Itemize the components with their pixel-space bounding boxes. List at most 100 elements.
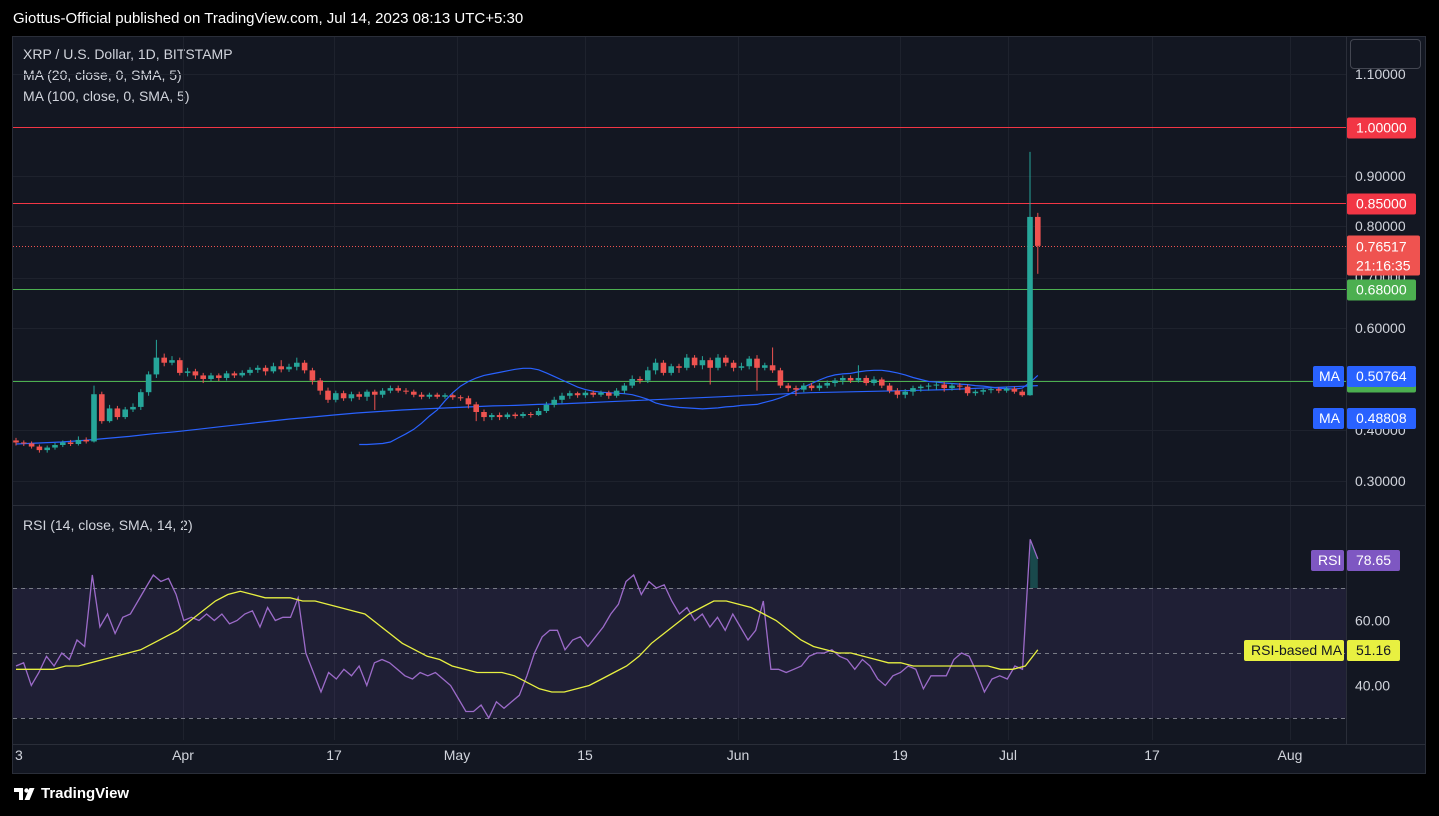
candle	[543, 401, 550, 414]
candle	[333, 390, 339, 403]
candle-body	[91, 394, 97, 442]
time-tick-label: Aug	[1278, 747, 1303, 763]
candle-body	[1003, 388, 1010, 391]
candle-body	[824, 383, 830, 386]
candle-body	[434, 394, 440, 397]
price-tick-label: 0.30000	[1355, 473, 1406, 489]
candle-body	[208, 375, 214, 379]
candle	[208, 372, 214, 382]
candle	[387, 385, 394, 394]
candle-body	[262, 367, 269, 372]
ma-name-bg	[1313, 366, 1344, 387]
candle-body	[356, 394, 362, 397]
last-price-label: 0.76517 21:16:35	[1347, 235, 1420, 276]
candle	[67, 439, 74, 447]
candle-body	[590, 392, 596, 395]
horizontal-lines	[13, 127, 1346, 382]
candle	[356, 391, 362, 400]
candle-body	[723, 357, 729, 363]
candle	[239, 370, 245, 378]
candle-body	[746, 358, 752, 367]
candle-body	[637, 378, 643, 381]
candle-body	[145, 374, 152, 393]
rsi-tick-label: 60.00	[1355, 613, 1390, 629]
candle	[894, 388, 901, 399]
level-label-text: 0.85000	[1356, 196, 1407, 212]
ma-name-text: MA	[1319, 410, 1341, 426]
candle-body	[949, 385, 955, 389]
candle	[247, 367, 253, 376]
candle-body	[403, 390, 409, 392]
candle	[816, 383, 823, 391]
ma-name-text: MA	[1319, 368, 1341, 384]
rsi-line	[15, 539, 1039, 720]
candle	[348, 391, 355, 402]
candle-body	[75, 439, 82, 444]
rsi-value-bg	[1347, 550, 1400, 571]
candle-body	[223, 373, 230, 378]
price-tick-label: 0.60000	[1355, 320, 1406, 336]
rsi-ma-value-label: RSI-based MA 51.16	[1244, 640, 1400, 661]
candle-body	[255, 367, 261, 370]
candle	[918, 384, 924, 392]
candle	[793, 385, 799, 396]
rsi-legend[interactable]: RSI (14, close, SMA, 14, 2)	[23, 517, 193, 533]
last-price-value: 0.76517	[1356, 239, 1407, 255]
candle	[99, 391, 105, 424]
candle-body	[660, 362, 667, 373]
candle	[847, 375, 854, 384]
symbol-legend[interactable]: XRP / U.S. Dollar, 1D, BITSTAMP	[23, 46, 233, 62]
candle	[286, 363, 292, 372]
candle	[512, 412, 518, 419]
chart-settings-box[interactable]	[1350, 39, 1421, 69]
ma-name-bg	[1313, 408, 1344, 429]
candle-body	[528, 414, 534, 416]
candle	[364, 389, 370, 401]
candle	[840, 375, 846, 385]
candle-body	[28, 443, 35, 447]
candle	[1003, 386, 1010, 393]
ma100-legend[interactable]: MA (100, close, 0, SMA, 5)	[23, 88, 190, 104]
candle-body	[574, 393, 581, 396]
candle-body	[754, 358, 760, 368]
candle-body	[450, 395, 456, 398]
candle	[340, 390, 347, 401]
candle	[660, 360, 667, 376]
candle	[169, 356, 175, 366]
candle-body	[473, 404, 479, 412]
candle	[153, 339, 160, 378]
candle	[730, 360, 737, 372]
candle	[13, 437, 19, 446]
candle-body	[83, 439, 89, 442]
candle-body	[606, 392, 612, 396]
candle-body	[855, 377, 862, 381]
candle	[652, 358, 659, 375]
rsi-ma-name-bg	[1244, 640, 1344, 661]
candle-body	[964, 386, 971, 394]
candle	[457, 395, 464, 401]
footer: TradingView	[0, 776, 1439, 816]
candle-body	[1019, 391, 1025, 396]
candle	[590, 390, 596, 398]
candle-body	[715, 357, 721, 368]
candle-body	[871, 379, 877, 384]
candle	[613, 388, 620, 398]
candle-body	[216, 375, 222, 378]
ma-value-bg	[1347, 366, 1416, 387]
candle	[262, 365, 269, 376]
level-label-bg	[1347, 117, 1416, 139]
candle-body	[504, 414, 511, 418]
candle-body	[247, 369, 253, 373]
candles	[13, 151, 1041, 453]
candle	[832, 377, 838, 387]
candle-body	[457, 397, 464, 399]
candle-body	[785, 385, 791, 389]
candle	[606, 390, 612, 399]
candle-body	[44, 447, 50, 451]
rsi-overbought-fill	[1030, 539, 1038, 588]
candle-body	[231, 373, 238, 376]
last-price-bg	[1347, 235, 1420, 276]
chart-frame[interactable]	[12, 36, 1426, 774]
candle	[1035, 212, 1041, 274]
